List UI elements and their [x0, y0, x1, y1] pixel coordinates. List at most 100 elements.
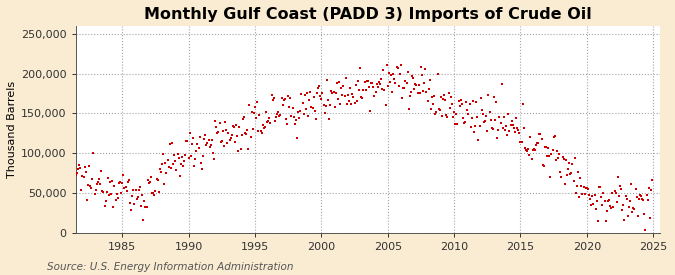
Point — [86, 186, 97, 190]
Point — [314, 84, 325, 89]
Point — [640, 228, 651, 232]
Point — [381, 63, 392, 68]
Point — [641, 192, 652, 197]
Point — [115, 180, 126, 185]
Point — [140, 205, 151, 209]
Point — [399, 86, 410, 90]
Point — [589, 193, 600, 197]
Point — [491, 100, 502, 104]
Point — [264, 116, 275, 120]
Point — [84, 164, 95, 168]
Point — [117, 181, 128, 185]
Point — [383, 71, 394, 76]
Point — [167, 162, 178, 167]
Point — [563, 167, 574, 171]
Point — [77, 174, 88, 178]
Point — [155, 170, 166, 174]
Point — [179, 158, 190, 163]
Point — [106, 192, 117, 196]
Point — [148, 191, 159, 195]
Point — [213, 130, 224, 134]
Point — [534, 132, 545, 136]
Point — [392, 65, 403, 70]
Point — [245, 134, 256, 139]
Point — [616, 186, 626, 191]
Point — [318, 102, 329, 107]
Point — [570, 191, 581, 195]
Point — [553, 156, 564, 160]
Point — [551, 158, 562, 163]
Point — [195, 160, 206, 165]
Point — [331, 81, 342, 85]
Point — [487, 127, 498, 131]
Point — [481, 114, 491, 118]
Point — [524, 153, 535, 157]
Point — [288, 115, 299, 120]
Point — [153, 178, 163, 182]
Point — [427, 95, 437, 99]
Point — [108, 205, 119, 209]
Point — [243, 147, 254, 152]
Point — [257, 123, 268, 127]
Point — [115, 191, 126, 196]
Point — [471, 100, 482, 104]
Point — [215, 140, 226, 145]
Point — [139, 199, 150, 203]
Point — [90, 188, 101, 192]
Point — [537, 163, 548, 167]
Point — [338, 84, 349, 88]
Point — [294, 116, 304, 120]
Point — [416, 65, 427, 70]
Point — [360, 88, 371, 93]
Point — [369, 94, 380, 99]
Point — [477, 108, 487, 112]
Point — [647, 177, 657, 182]
Point — [506, 118, 517, 123]
Point — [80, 169, 91, 174]
Point — [89, 192, 100, 196]
Point — [581, 186, 592, 191]
Point — [446, 102, 457, 106]
Point — [333, 97, 344, 101]
Point — [508, 126, 519, 130]
Point — [529, 147, 539, 151]
Point — [474, 123, 485, 128]
Point — [281, 117, 292, 121]
Point — [209, 157, 219, 161]
Point — [105, 180, 115, 185]
Point — [272, 111, 283, 116]
Point — [512, 125, 522, 130]
Point — [444, 106, 455, 110]
Point — [250, 105, 261, 109]
Point — [603, 198, 614, 203]
Point — [373, 84, 383, 89]
Point — [584, 193, 595, 197]
Point — [226, 132, 237, 137]
Point — [637, 197, 647, 201]
Point — [100, 199, 111, 204]
Point — [448, 114, 458, 119]
Point — [176, 162, 186, 166]
Point — [406, 89, 416, 94]
Point — [340, 94, 350, 98]
Point — [232, 134, 243, 138]
Point — [567, 162, 578, 166]
Point — [219, 119, 230, 124]
Point — [556, 175, 567, 180]
Point — [396, 63, 406, 67]
Point — [305, 90, 316, 94]
Point — [234, 125, 245, 129]
Point — [560, 182, 570, 186]
Point — [138, 218, 148, 222]
Point — [201, 143, 212, 147]
Point — [171, 168, 182, 172]
Point — [451, 112, 462, 116]
Point — [127, 194, 138, 198]
Point — [361, 79, 372, 83]
Point — [146, 175, 157, 180]
Point — [122, 189, 132, 193]
Point — [205, 145, 215, 150]
Point — [217, 129, 228, 134]
Point — [141, 205, 152, 210]
Point — [485, 118, 496, 123]
